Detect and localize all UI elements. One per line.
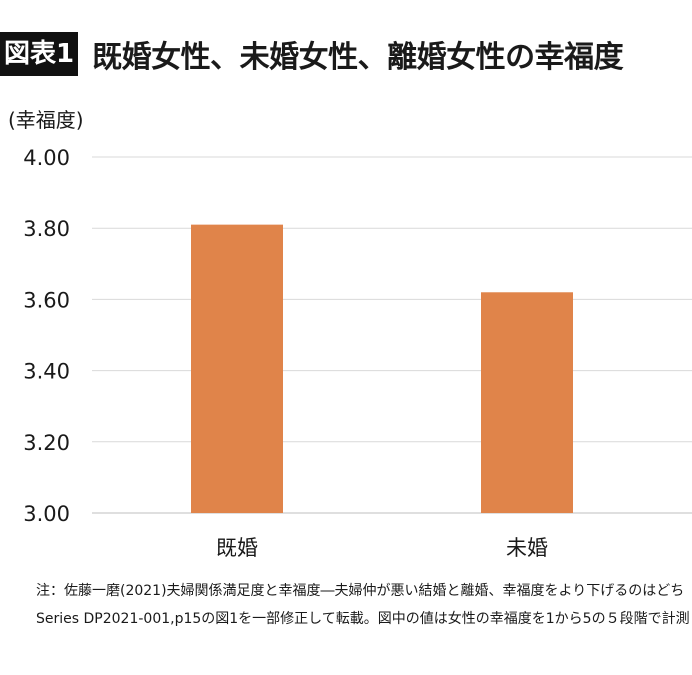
source-note-line-1: 注：佐藤一磨(2021)夫婦関係満足度と幸福度―夫婦仲が悪い結婚と離婚、幸福度を… [36, 583, 685, 599]
y-tick-label: 4.00 [23, 146, 70, 170]
chart-title: 既婚女性、未婚女性、離婚女性の幸福度 [92, 40, 624, 75]
x-tick-label: 未婚 [506, 536, 548, 560]
y-tick-label: 3.80 [23, 217, 70, 241]
y-tick-label: 3.00 [23, 502, 70, 526]
y-tick-label: 3.60 [23, 288, 70, 312]
bar [191, 224, 283, 513]
bar [481, 292, 573, 513]
y-axis-label: (幸福度) [8, 108, 84, 132]
bar-chart: 3.00 3.20 3.40 3.60 3.80 4.00 既婚 未婚 [23, 146, 692, 560]
y-tick-label: 3.20 [23, 431, 70, 455]
source-note-line-2: Series DP2021-001,p15の図1を一部修正して転載。図中の値は女… [36, 611, 690, 627]
x-tick-label: 既婚 [216, 536, 258, 560]
figure-header: 図表1 既婚女性、未婚女性、離婚女性の幸福度 [0, 32, 624, 76]
figure-number-badge: 図表1 [0, 32, 79, 76]
y-tick-label: 3.40 [23, 360, 70, 384]
